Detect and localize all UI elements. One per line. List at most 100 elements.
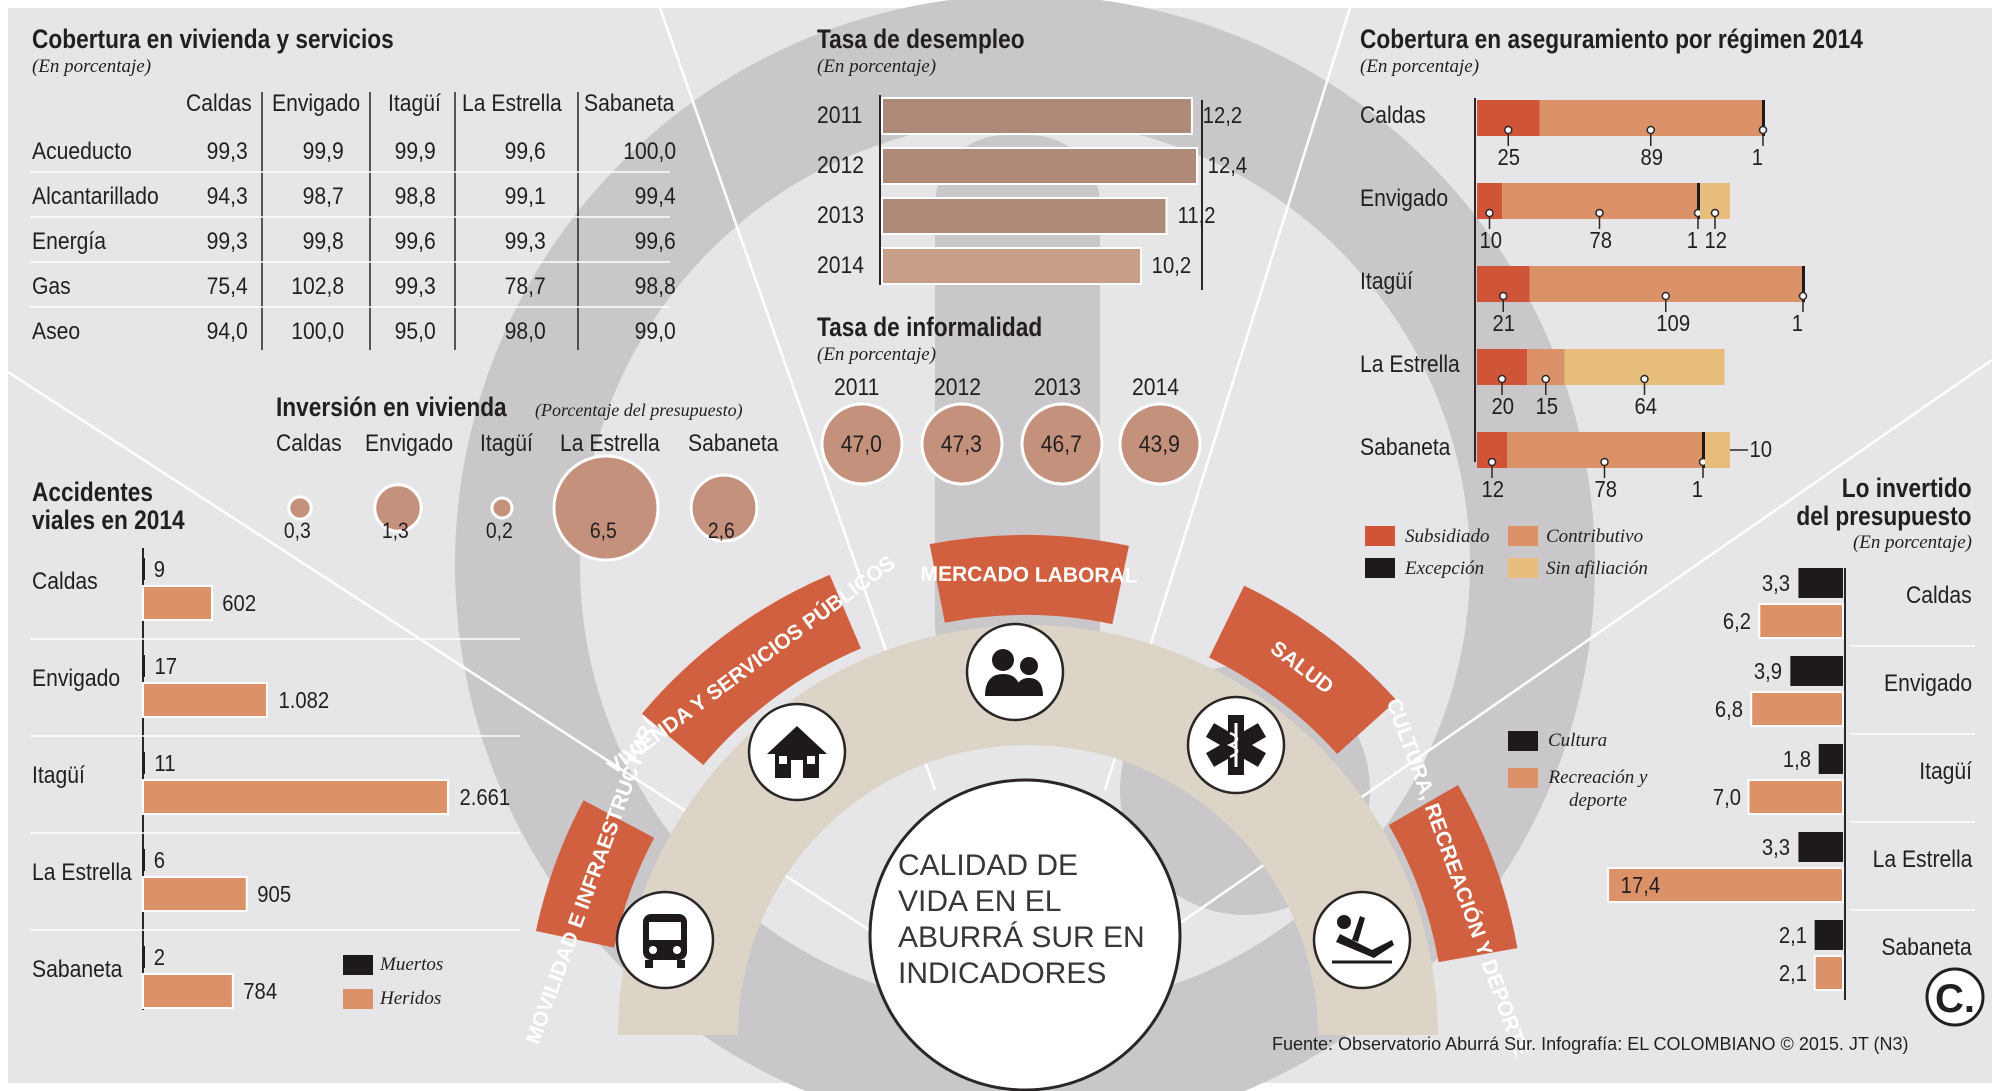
accidentes-bar-muertos [143, 558, 145, 580]
arc-icons [615, 622, 1412, 990]
inversion-circle [287, 495, 313, 521]
legend-sin-afiliacion: Sin afiliación [1546, 558, 1648, 579]
vivienda-cell: 99,3 [504, 228, 546, 255]
aseguramiento-value: 64 [1634, 393, 1657, 419]
aseguramiento-value: 78 [1594, 476, 1617, 502]
inversion-title: Inversión en vivienda [276, 392, 507, 422]
invertido-recreacion-value: 6,2 [1723, 608, 1752, 634]
desempleo-bar [881, 197, 1168, 235]
invertido-cultura-value: 3,9 [1754, 658, 1783, 684]
aseguramiento-leader-dot [1504, 125, 1513, 135]
aseguramiento-row-label: Sabaneta [1360, 434, 1451, 461]
invertido-title-line2: del presupuesto [1796, 501, 1972, 531]
aseguramiento-leader-dot [1485, 208, 1494, 218]
informalidad-circle [1020, 402, 1104, 486]
legend-swatch-excepcion [1365, 558, 1395, 578]
legend-excepcion: Excepción [1405, 558, 1485, 579]
invertido-cultura-value: 2,1 [1778, 922, 1807, 948]
inversion-circles [287, 454, 759, 562]
center-line4: INDICADORES [898, 957, 1107, 990]
vivienda-cell: 94,3 [206, 183, 248, 210]
invertido-recreacion-value: 17,4 [1620, 872, 1661, 898]
desempleo-bars [879, 95, 1203, 290]
aseguramiento-leader-dot [1661, 291, 1670, 301]
aseguramiento-value: 20 [1491, 393, 1515, 419]
desempleo-year: 2013 [817, 202, 864, 229]
informalidad-value: 43,9 [1138, 431, 1180, 458]
legend-heridos: Heridos [380, 988, 442, 1009]
invertido-bar-recreacion [1607, 867, 1844, 903]
accidentes-heridos-value: 905 [257, 881, 291, 907]
aseguramiento-leader-dot [1541, 374, 1550, 384]
vivienda-cell: 99,3 [206, 138, 248, 165]
accidentes-bar-heridos [142, 973, 234, 1009]
accidentes-bar-heridos [142, 682, 269, 718]
accidentes-muertos-value: 9 [153, 556, 166, 582]
informalidad-year: 2011 [834, 374, 880, 401]
vivienda-col-header: Itagüí [388, 90, 441, 117]
desempleo-year: 2011 [817, 102, 863, 129]
vivienda-cell: 99,3 [206, 228, 248, 255]
vivienda-row-label: Gas [32, 273, 71, 300]
aseguramiento-value: 1 [1751, 144, 1764, 170]
informalidad-value: 46,7 [1040, 431, 1082, 458]
vivienda-cell: 100,0 [291, 318, 344, 345]
invertido-bar-recreacion [1747, 779, 1844, 815]
vivienda-subtitle: (En porcentaje) [32, 56, 152, 77]
vivienda-cell: 98,7 [302, 183, 344, 210]
accidentes-heridos-value: 1.082 [278, 687, 330, 713]
aseguramiento-leader-dot [1798, 291, 1808, 301]
vivienda-col-header: Caldas [186, 90, 252, 117]
inversion-value: 2,6 [707, 518, 735, 543]
center-line2: VIDA EN EL [898, 885, 1062, 918]
invertido-bar-cultura [1790, 656, 1843, 686]
accidentes-bar-muertos [143, 752, 145, 774]
accidentes-heridos-value: 2.661 [459, 784, 511, 810]
accidentes-bar-muertos [143, 655, 145, 677]
athlete-icon [1312, 890, 1412, 990]
center-line1: CALIDAD DE [898, 849, 1079, 882]
invertido-row-label: Sabaneta [1881, 934, 1972, 961]
vivienda-cell: 94,0 [206, 318, 248, 345]
informalidad-circle [1118, 402, 1202, 486]
accidentes-row-label: Envigado [32, 665, 121, 692]
inversion-value: 6,5 [589, 518, 617, 543]
vivienda-row-label: Energía [32, 228, 106, 255]
invertido-recreacion-value: 6,8 [1715, 696, 1744, 722]
legend-subsidiado: Subsidiado [1405, 526, 1490, 547]
aseguramiento-row-label: Caldas [1360, 102, 1426, 129]
aseguramiento-leader-dot [1487, 457, 1497, 467]
people-icon [965, 622, 1065, 722]
accidentes-bar-muertos [143, 849, 145, 871]
invertido-row-label: La Estrella [1872, 846, 1972, 873]
aseguramiento-value: 25 [1497, 144, 1521, 170]
aseguramiento-segment-excepcion [1702, 432, 1705, 468]
legend-cultura: Cultura [1548, 730, 1608, 751]
vivienda-row-label: Aseo [32, 318, 81, 345]
aseguramiento-row-label: Itagüí [1360, 268, 1413, 295]
legend-recreacion: Recreación y deporte [1548, 767, 1648, 811]
legend-swatch-contributivo [1508, 526, 1538, 546]
aseguramiento-value: 89 [1640, 144, 1663, 170]
legend-swatch-heridos [343, 989, 373, 1009]
aseguramiento-value: 12 [1481, 476, 1505, 502]
vivienda-cell: 98,0 [504, 318, 546, 345]
vivienda-cell: 95,0 [394, 318, 436, 345]
desempleo-title: Tasa de desempleo [817, 24, 1025, 54]
desempleo-value: 12,4 [1207, 152, 1248, 178]
desempleo-year: 2014 [817, 252, 864, 279]
legend-contributivo: Contributivo [1546, 526, 1644, 547]
aseguramiento-leader-dot [1758, 125, 1768, 135]
invertido-recreacion-value: 7,0 [1712, 784, 1741, 810]
invertido-bar-recreacion [1813, 955, 1845, 991]
invertido-recreacion-value: 2,1 [1778, 960, 1807, 986]
accidentes-heridos-value: 602 [222, 590, 257, 616]
informalidad-year: 2014 [1132, 374, 1179, 401]
informalidad-year: 2013 [1034, 374, 1081, 401]
aseguramiento-value: 10 [1479, 227, 1502, 253]
informalidad-circle [820, 402, 904, 486]
legend-muertos: Muertos [380, 954, 444, 975]
accidentes-muertos-value: 17 [154, 653, 178, 679]
aseguramiento-leader-dot [1646, 125, 1655, 135]
vivienda-cell: 99,6 [394, 228, 436, 255]
